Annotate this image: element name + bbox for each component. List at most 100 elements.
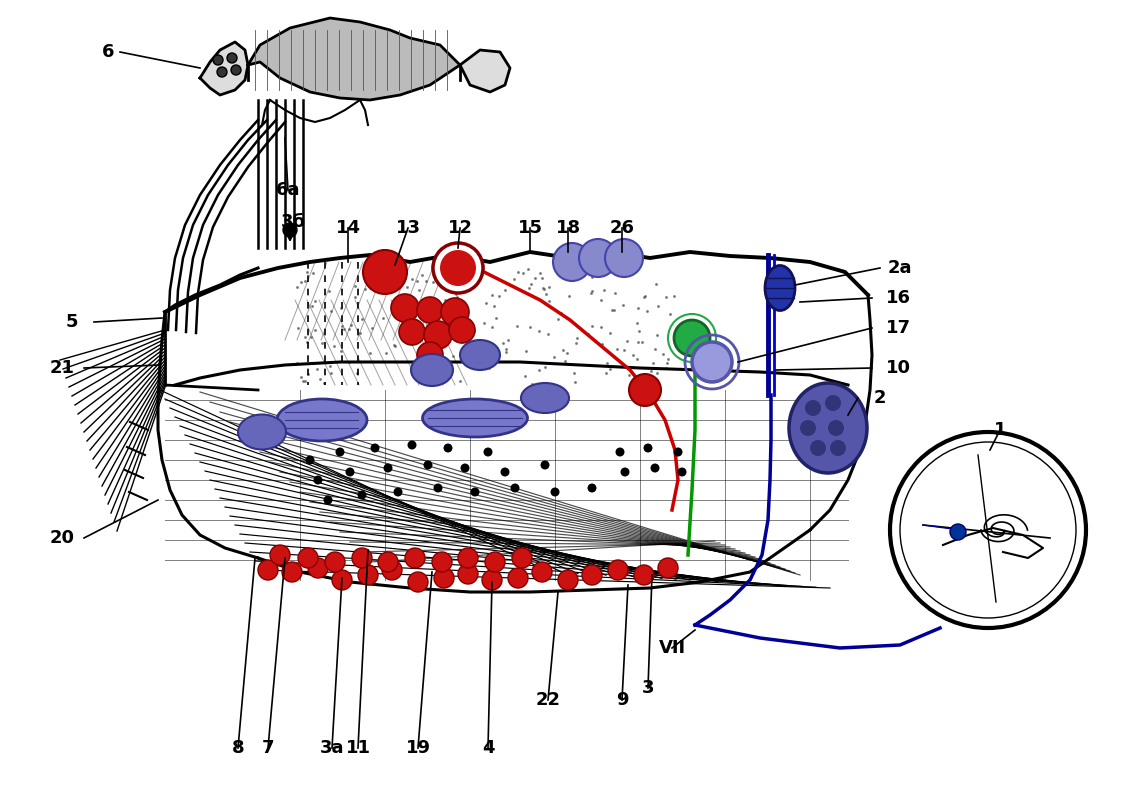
Text: 20: 20 bbox=[50, 529, 75, 547]
Circle shape bbox=[405, 548, 424, 568]
Circle shape bbox=[825, 395, 841, 411]
Circle shape bbox=[677, 467, 686, 477]
Circle shape bbox=[282, 562, 302, 582]
Text: 13: 13 bbox=[395, 219, 420, 237]
Circle shape bbox=[213, 55, 223, 65]
Circle shape bbox=[558, 570, 578, 590]
Circle shape bbox=[398, 319, 424, 345]
Circle shape bbox=[345, 467, 354, 477]
Circle shape bbox=[461, 463, 470, 473]
Ellipse shape bbox=[277, 399, 367, 441]
Circle shape bbox=[408, 440, 417, 449]
Circle shape bbox=[283, 223, 297, 237]
Circle shape bbox=[434, 484, 443, 492]
Text: 8: 8 bbox=[232, 739, 245, 757]
Circle shape bbox=[434, 568, 454, 588]
Circle shape bbox=[352, 548, 372, 568]
Text: 15: 15 bbox=[517, 219, 542, 237]
Circle shape bbox=[890, 432, 1086, 628]
Circle shape bbox=[434, 243, 483, 293]
Text: 3a: 3a bbox=[319, 739, 344, 757]
Circle shape bbox=[643, 444, 652, 452]
Ellipse shape bbox=[765, 266, 795, 310]
Text: 17: 17 bbox=[885, 319, 910, 337]
Circle shape bbox=[604, 239, 643, 277]
Circle shape bbox=[554, 243, 591, 281]
Circle shape bbox=[692, 342, 732, 382]
Circle shape bbox=[381, 560, 402, 580]
Circle shape bbox=[540, 460, 549, 470]
Ellipse shape bbox=[238, 414, 286, 449]
Text: 6: 6 bbox=[102, 43, 114, 61]
Circle shape bbox=[620, 467, 629, 477]
Circle shape bbox=[458, 564, 478, 584]
Circle shape bbox=[658, 558, 678, 578]
Circle shape bbox=[258, 560, 278, 580]
Circle shape bbox=[511, 484, 520, 492]
Circle shape bbox=[950, 524, 966, 540]
Text: VII: VII bbox=[659, 639, 686, 657]
Polygon shape bbox=[248, 18, 460, 100]
Circle shape bbox=[408, 572, 428, 592]
Text: 5: 5 bbox=[66, 313, 78, 331]
Ellipse shape bbox=[422, 399, 528, 437]
Text: 22: 22 bbox=[535, 691, 560, 709]
Circle shape bbox=[449, 317, 475, 343]
Circle shape bbox=[441, 298, 469, 326]
Circle shape bbox=[335, 448, 344, 456]
Circle shape bbox=[532, 562, 552, 582]
Circle shape bbox=[674, 448, 683, 456]
Circle shape bbox=[827, 420, 844, 436]
Circle shape bbox=[308, 558, 328, 578]
Circle shape bbox=[578, 239, 617, 277]
Circle shape bbox=[432, 552, 452, 572]
Circle shape bbox=[231, 65, 241, 75]
Circle shape bbox=[550, 488, 559, 496]
Circle shape bbox=[358, 565, 378, 585]
Text: 1: 1 bbox=[994, 421, 1006, 439]
Circle shape bbox=[370, 444, 379, 452]
Circle shape bbox=[629, 374, 661, 406]
Circle shape bbox=[800, 420, 816, 436]
Ellipse shape bbox=[434, 249, 483, 287]
Text: 3б: 3б bbox=[281, 213, 306, 231]
Circle shape bbox=[271, 545, 290, 565]
Text: 7: 7 bbox=[261, 739, 274, 757]
Circle shape bbox=[217, 67, 228, 77]
Polygon shape bbox=[200, 42, 248, 95]
Circle shape bbox=[582, 565, 602, 585]
Circle shape bbox=[458, 548, 478, 568]
Text: 19: 19 bbox=[405, 739, 430, 757]
Ellipse shape bbox=[460, 340, 500, 370]
Circle shape bbox=[500, 467, 509, 477]
Circle shape bbox=[508, 568, 528, 588]
Circle shape bbox=[674, 320, 710, 356]
Text: 18: 18 bbox=[556, 219, 581, 237]
Circle shape bbox=[417, 297, 443, 323]
Text: 26: 26 bbox=[609, 219, 635, 237]
Circle shape bbox=[298, 548, 318, 568]
Circle shape bbox=[483, 448, 492, 456]
Circle shape bbox=[482, 570, 501, 590]
Circle shape bbox=[484, 552, 505, 572]
Polygon shape bbox=[460, 50, 511, 92]
Circle shape bbox=[324, 496, 333, 504]
Circle shape bbox=[228, 53, 237, 63]
Ellipse shape bbox=[789, 383, 867, 473]
Circle shape bbox=[363, 250, 408, 294]
Circle shape bbox=[378, 552, 398, 572]
Circle shape bbox=[512, 548, 532, 568]
Text: 2: 2 bbox=[874, 389, 886, 407]
Circle shape bbox=[358, 490, 367, 500]
Text: 10: 10 bbox=[885, 359, 910, 377]
Text: 2a: 2a bbox=[887, 259, 912, 277]
Text: 4: 4 bbox=[482, 739, 495, 757]
Text: 21: 21 bbox=[50, 359, 75, 377]
Text: 14: 14 bbox=[335, 219, 360, 237]
Circle shape bbox=[391, 294, 419, 322]
Circle shape bbox=[811, 440, 826, 456]
Text: 3: 3 bbox=[642, 679, 654, 697]
Circle shape bbox=[651, 463, 660, 473]
Ellipse shape bbox=[521, 383, 569, 413]
Text: 9: 9 bbox=[616, 691, 628, 709]
